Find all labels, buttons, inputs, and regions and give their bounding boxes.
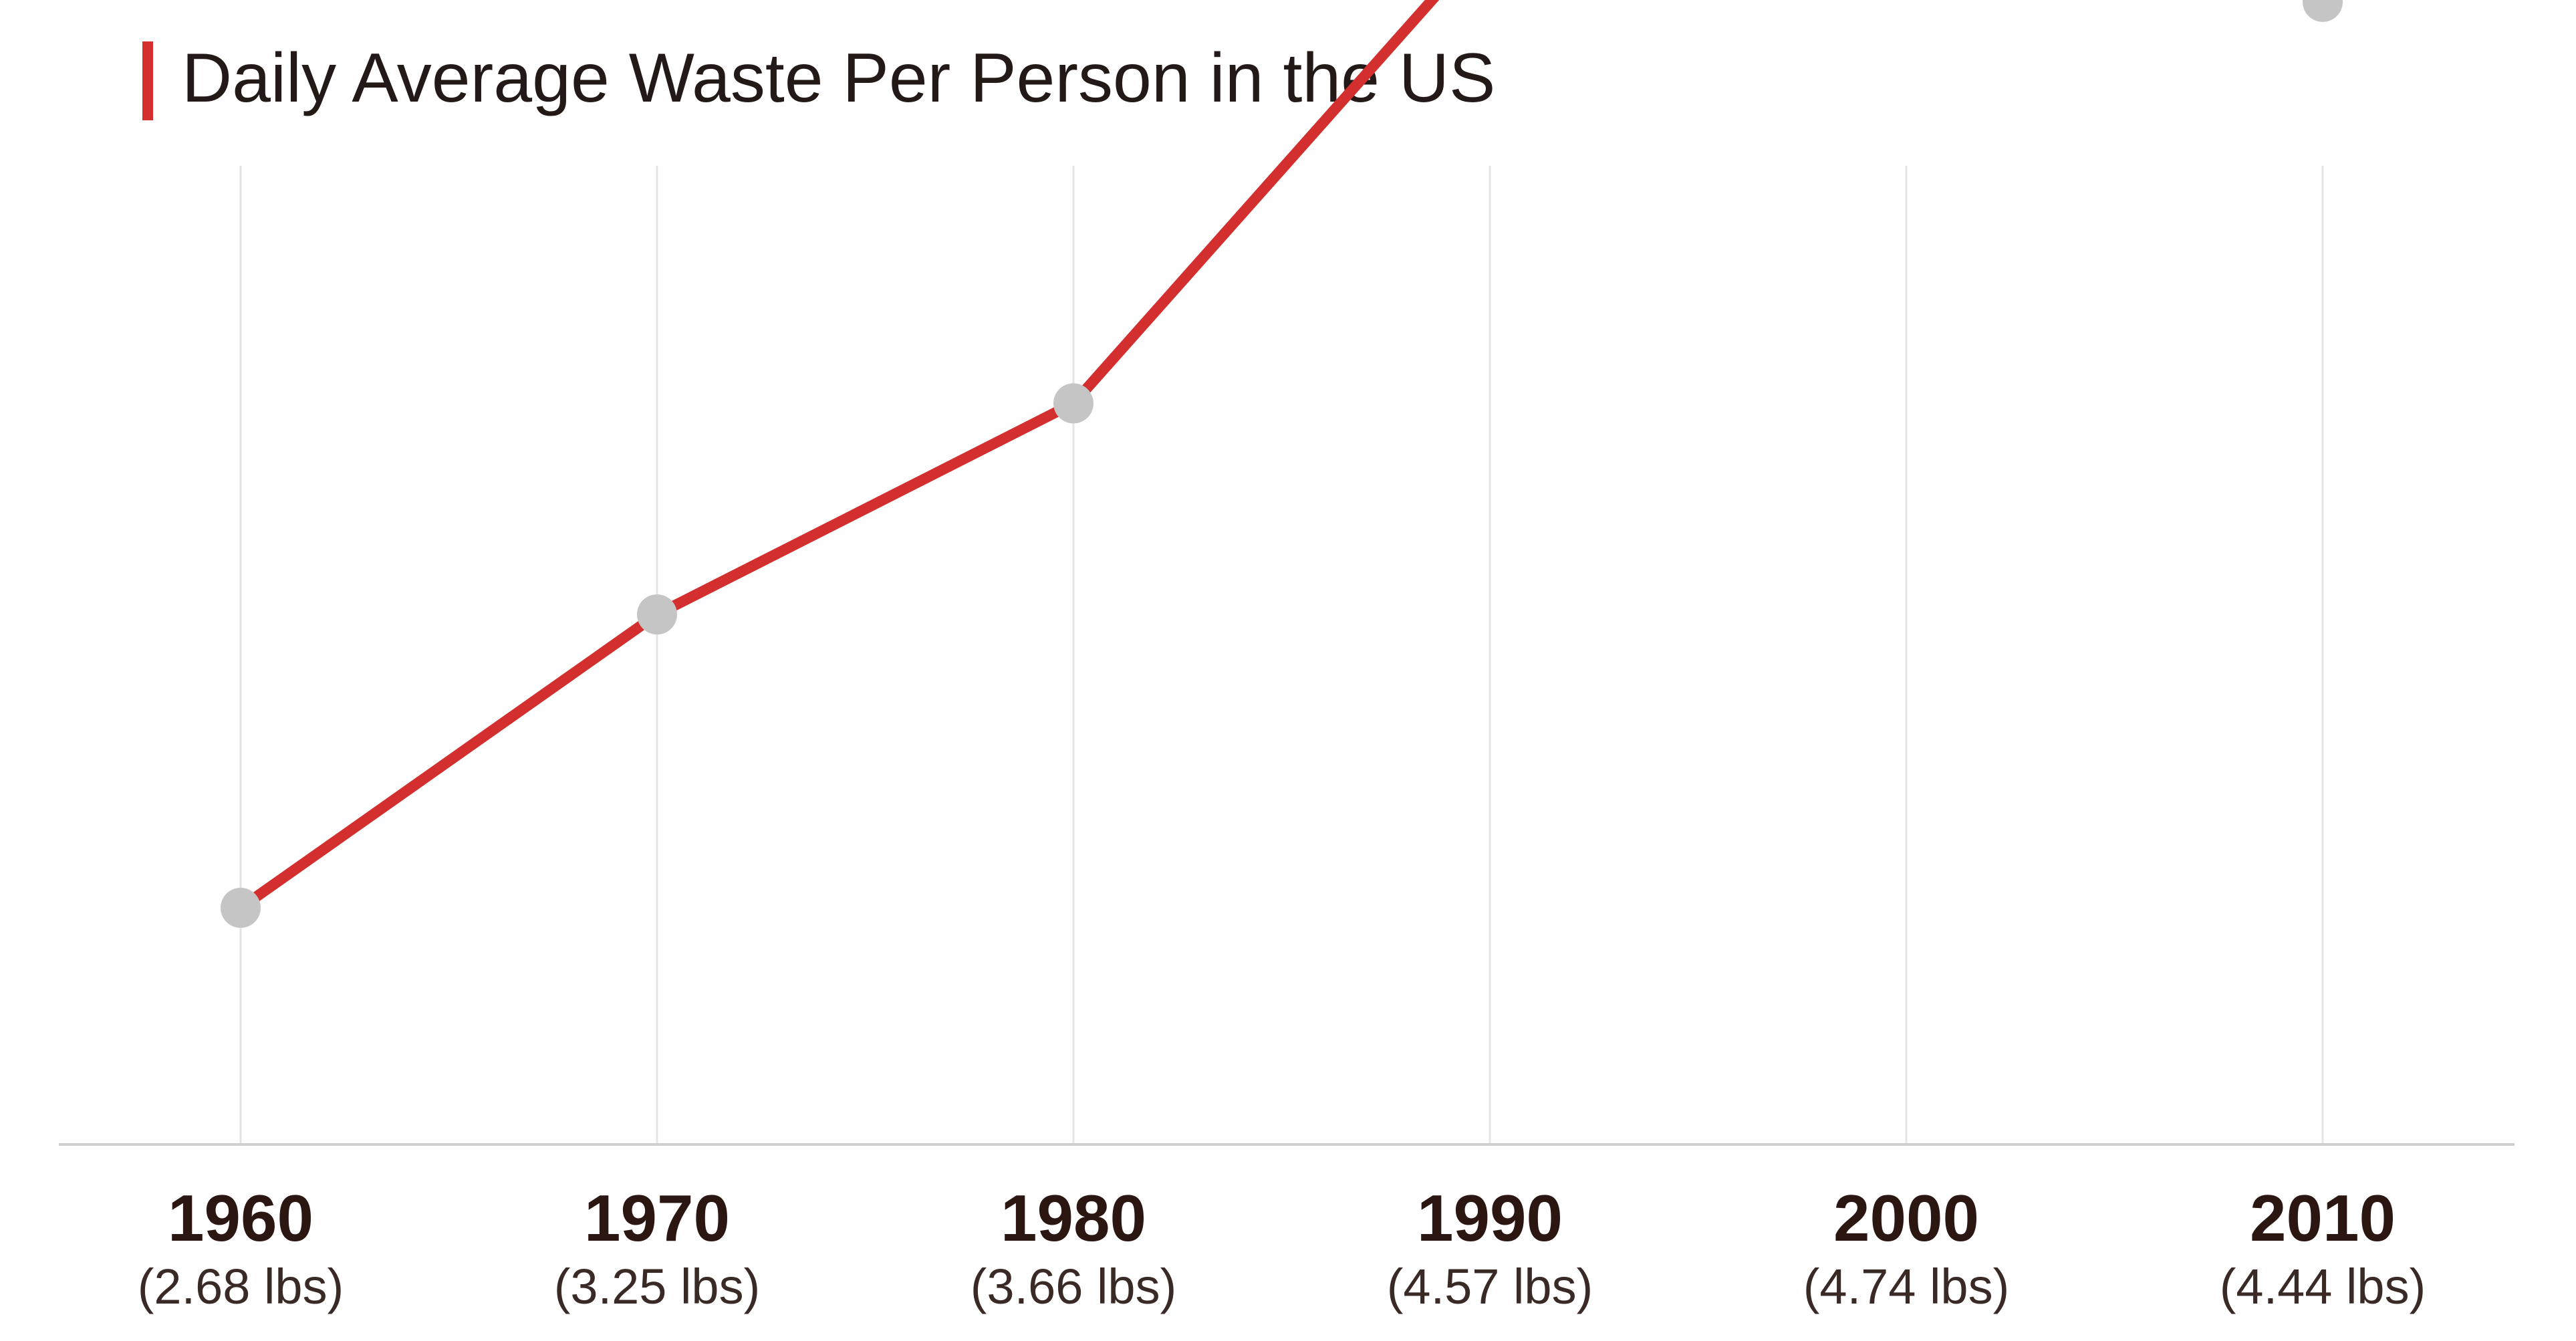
- series-group: [235, 0, 2328, 913]
- chart-title: Daily Average Waste Per Person in the US: [182, 39, 1495, 117]
- data-point-1960: [221, 888, 261, 928]
- data-label-1990: (4.57 lbs): [1387, 1259, 1593, 1314]
- data-point-1980: [1053, 383, 1093, 424]
- data-label-1980: (3.66 lbs): [971, 1259, 1176, 1314]
- x-tick-label-1970: 1970: [584, 1181, 730, 1255]
- gridlines: [239, 166, 2324, 1144]
- x-tick-label-1960: 1960: [168, 1181, 313, 1255]
- x-tick-label-2000: 2000: [1833, 1181, 1979, 1255]
- x-tick-labels: 1960(2.68 lbs) 1970(3.25 lbs) 1980(3.66 lb…: [138, 1181, 2426, 1314]
- data-label-2010: (4.44 lbs): [2220, 1259, 2426, 1314]
- markers-group: [221, 0, 2343, 928]
- data-point-1970: [637, 594, 677, 635]
- data-label-1970: (3.25 lbs): [554, 1259, 760, 1314]
- x-tick-label-1990: 1990: [1417, 1181, 1563, 1255]
- x-tick-label-1980: 1980: [1001, 1181, 1146, 1255]
- x-tick-label-2010: 2010: [2250, 1181, 2396, 1255]
- series-line: [235, 0, 2328, 913]
- data-point-2010: [2303, 0, 2343, 22]
- data-label-2000: (4.74 lbs): [1803, 1259, 2009, 1314]
- data-label-1960: (2.68 lbs): [138, 1259, 344, 1314]
- title-accent-bar: [142, 41, 153, 120]
